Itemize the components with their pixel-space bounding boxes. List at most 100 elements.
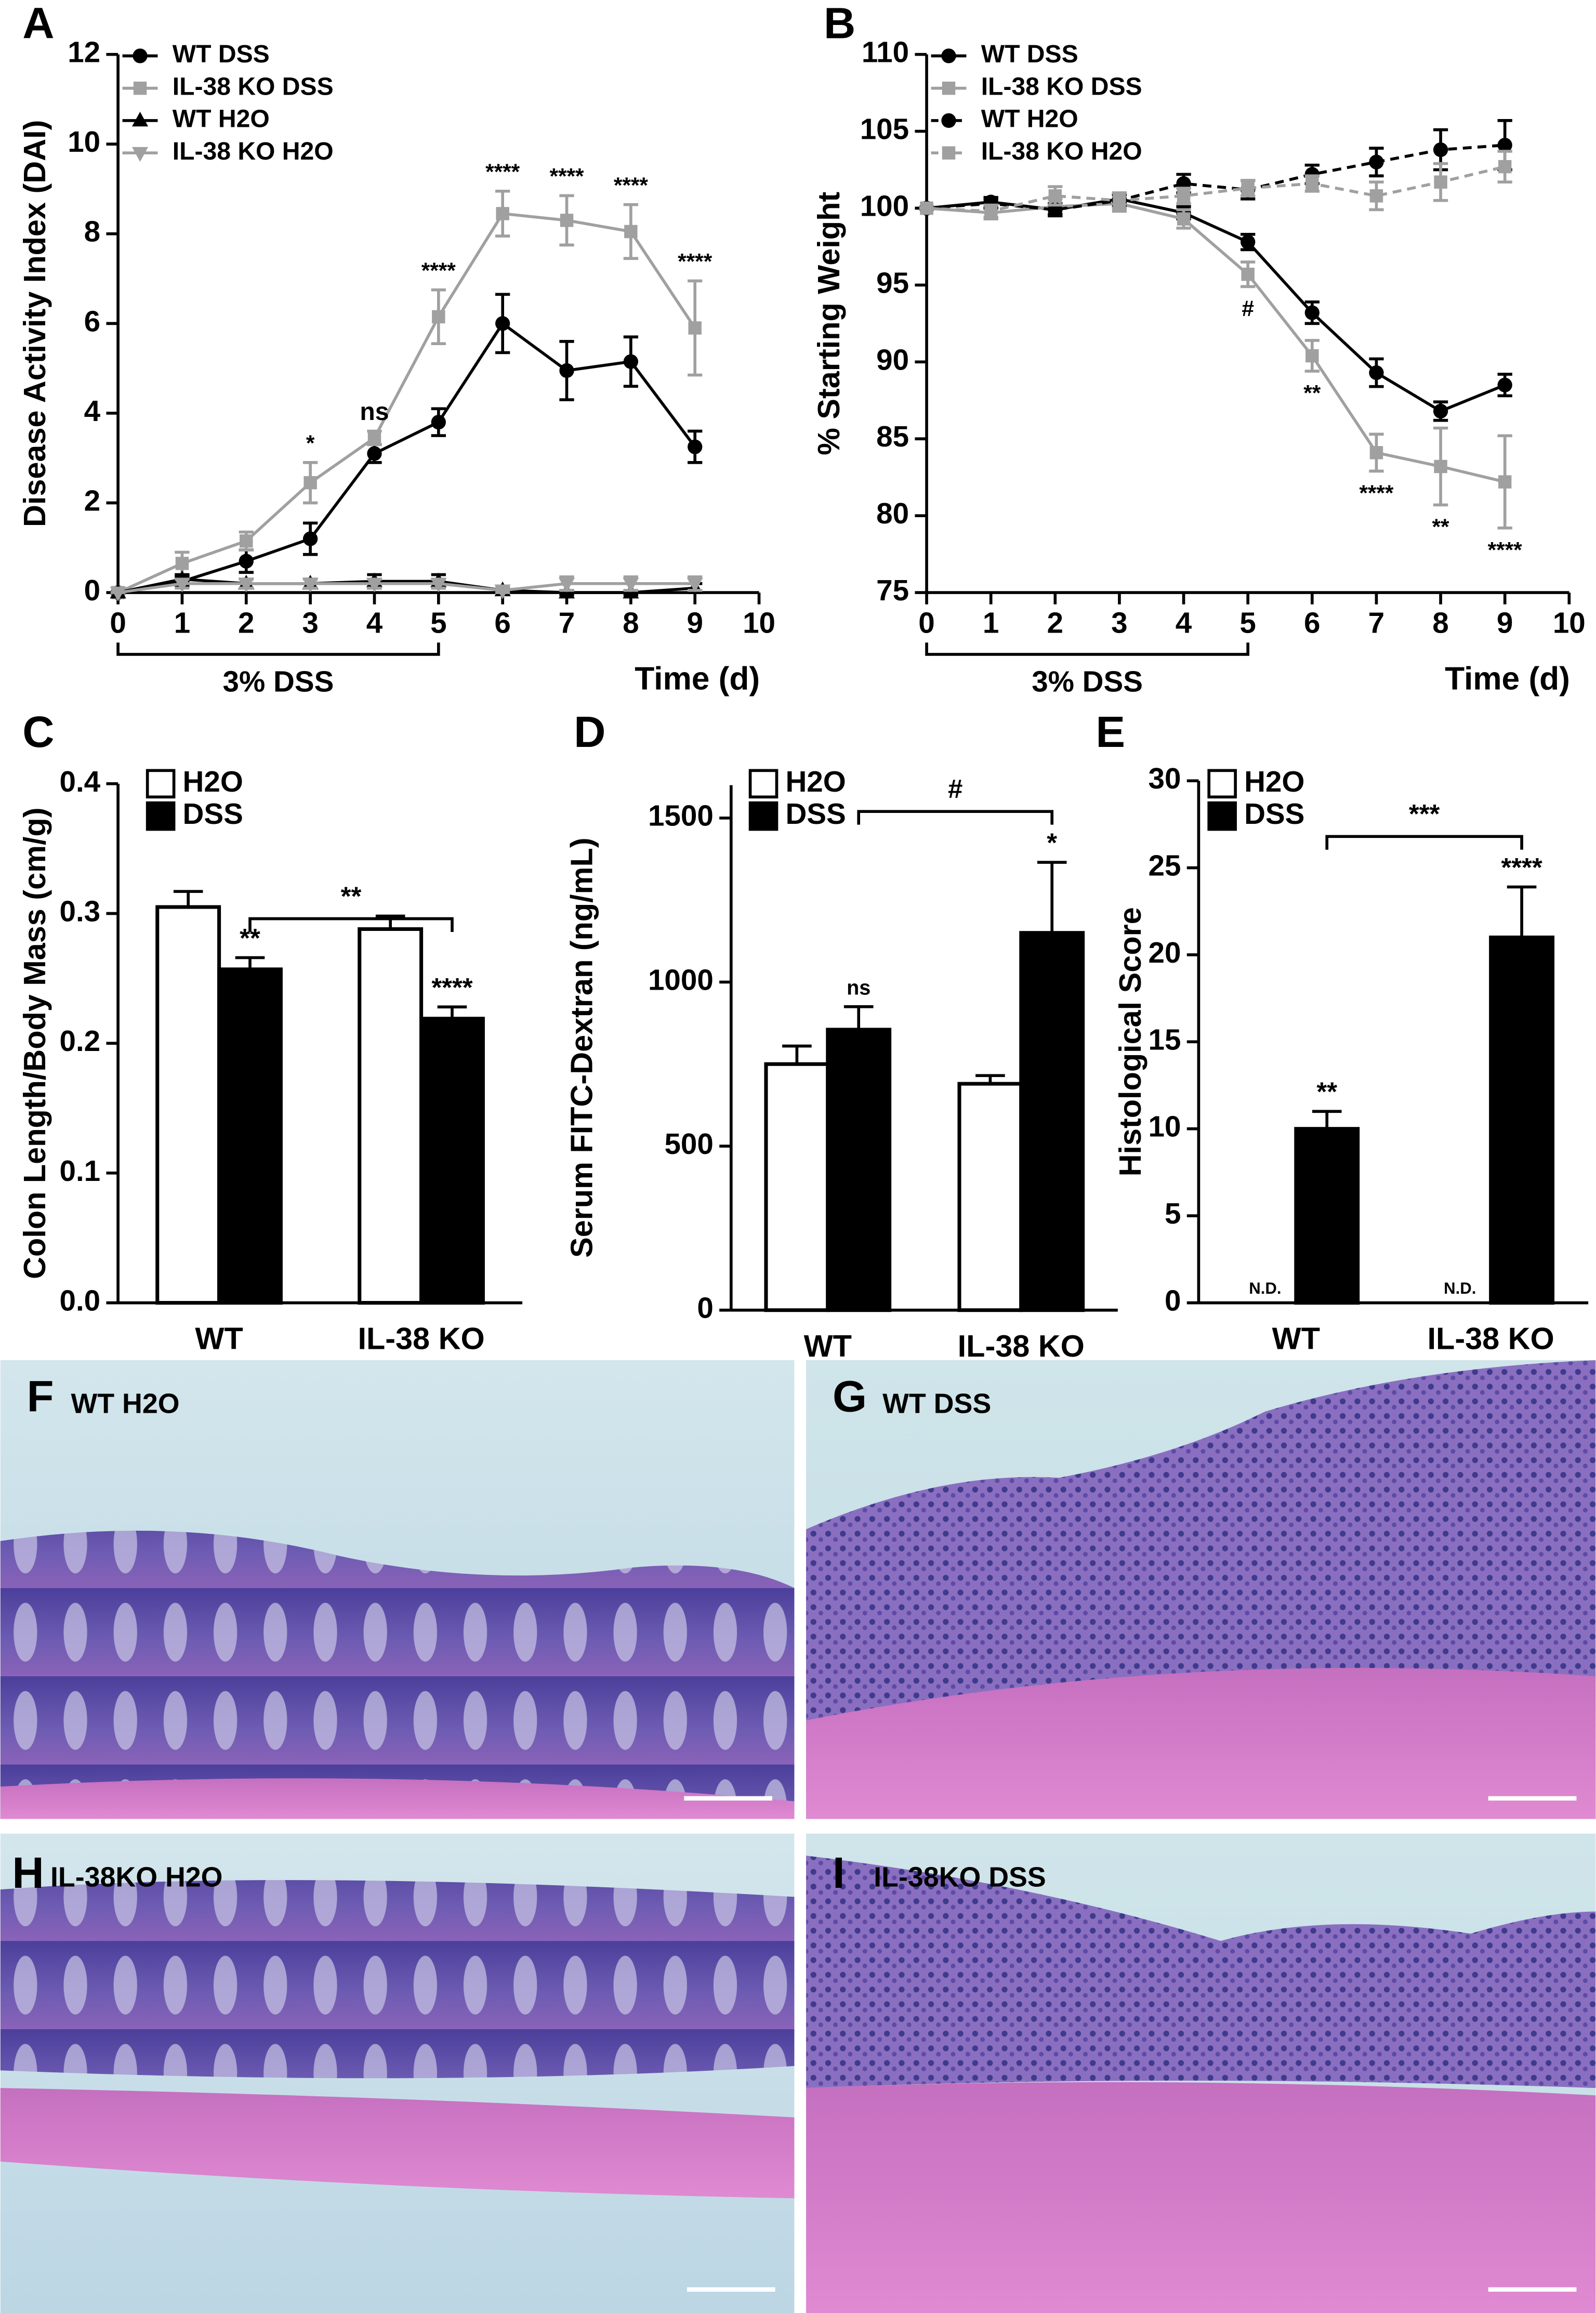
comparison-bracket — [1325, 835, 1523, 850]
data-point — [367, 431, 381, 445]
y-tick-label: 2 — [84, 484, 100, 517]
data-point — [432, 310, 445, 324]
significance-label: **** — [1359, 481, 1394, 505]
tissue-muscle — [0, 2088, 795, 2199]
data-point — [1497, 138, 1512, 153]
data-point — [304, 476, 317, 490]
y-tick-label: 0.3 — [60, 895, 101, 927]
panel-letter: B — [824, 0, 855, 47]
significance-label: **** — [678, 249, 713, 274]
y-axis-label: % Starting Weight — [811, 192, 846, 455]
data-point — [941, 48, 956, 63]
value-label: N.D. — [1249, 1279, 1281, 1297]
significance-label: # — [1242, 296, 1254, 321]
bar — [217, 967, 283, 1305]
data-point — [1177, 189, 1191, 203]
legend-swatch — [146, 769, 176, 799]
legend-label: DSS — [1244, 797, 1304, 830]
x-tick-label: WT — [804, 1329, 852, 1363]
tissue — [806, 1856, 1596, 2088]
data-point — [430, 577, 447, 593]
series-line — [117, 321, 696, 594]
significance-label: **** — [485, 160, 520, 184]
significance-label: **** — [1488, 537, 1523, 562]
x-tick-label: 5 — [430, 606, 446, 639]
data-point — [1369, 446, 1383, 459]
panel-letter: I — [833, 1848, 845, 1897]
x-tick-label: 8 — [623, 606, 639, 639]
y-tick-label: 5 — [1165, 1197, 1181, 1230]
comparison-label: # — [948, 774, 962, 804]
series-line — [117, 582, 695, 594]
x-tick-label: 0 — [918, 606, 934, 639]
data-point — [1434, 175, 1447, 189]
x-axis-label: Time (d) — [1445, 661, 1570, 696]
significance-label: ns — [847, 976, 870, 999]
data-point — [110, 586, 126, 602]
data-point — [1048, 189, 1062, 203]
series-line — [926, 143, 1505, 212]
error-bar — [437, 1005, 467, 1019]
data-point — [131, 147, 149, 162]
y-tick-label: 0.1 — [60, 1154, 101, 1187]
data-point — [302, 577, 319, 593]
image-label: IL-38KO DSS — [874, 1862, 1046, 1893]
y-tick-label: 95 — [876, 266, 909, 299]
x-tick-label: 9 — [1497, 606, 1513, 639]
y-tick-label: 85 — [876, 420, 909, 453]
panel-letter: C — [22, 707, 54, 756]
tissue-muscle — [806, 2082, 1596, 2313]
treatment-bracket — [925, 642, 1249, 656]
y-tick-label: 500 — [664, 1127, 713, 1160]
y-tick-label: 0 — [697, 1292, 713, 1324]
data-point — [942, 82, 956, 95]
significance-label: **** — [431, 972, 472, 1002]
data-point — [624, 225, 638, 239]
legend-label: H2O — [785, 765, 846, 798]
y-tick-label: 30 — [1149, 762, 1181, 795]
data-point — [559, 363, 574, 378]
legend-label: DSS — [183, 797, 243, 830]
image-panel: G WT DSS — [806, 1360, 1596, 1819]
x-tick-label: 10 — [743, 606, 775, 639]
x-tick-label: 4 — [1176, 606, 1192, 639]
data-point — [133, 48, 148, 63]
comparison-label: *** — [1409, 799, 1440, 829]
y-tick-label: 90 — [876, 343, 909, 376]
x-tick-label: IL-38 KO — [958, 1329, 1085, 1363]
treatment-bracket — [116, 642, 440, 656]
data-point — [240, 534, 253, 548]
image-panel: F WT H2O — [0, 1360, 795, 1819]
legend-swatch — [748, 769, 779, 799]
data-point — [688, 321, 702, 335]
data-point — [1305, 349, 1319, 363]
x-tick-label: 6 — [1304, 606, 1320, 639]
data-point — [1305, 177, 1319, 190]
legend-swatch — [1207, 769, 1237, 799]
y-tick-label: 0.4 — [60, 765, 101, 798]
significance-label: **** — [614, 173, 649, 198]
panel-letter: G — [833, 1372, 867, 1421]
legend-swatch — [1207, 801, 1237, 831]
legend-label: WT H2O — [981, 105, 1078, 133]
data-point — [1241, 234, 1256, 249]
bar — [1294, 1127, 1360, 1305]
data-point — [1369, 189, 1383, 203]
tissue — [0, 1530, 795, 1819]
error-bar — [173, 890, 203, 908]
y-axis-label: Serum FITC-Dextran (ng/mL) — [564, 837, 599, 1257]
comparison-bracket — [248, 917, 454, 932]
comparison-bracket — [857, 810, 1054, 825]
panel-letter: F — [27, 1372, 54, 1421]
value-label: N.D. — [1444, 1279, 1476, 1297]
image-panel: H IL-38KO H2O — [0, 1833, 795, 2313]
significance-label: * — [1047, 828, 1057, 858]
data-point — [1497, 377, 1512, 392]
significance-label: ns — [360, 398, 389, 426]
x-tick-label: 3 — [302, 606, 318, 639]
y-tick-label: 20 — [1149, 936, 1181, 969]
data-point — [1177, 212, 1191, 226]
y-tick-label: 25 — [1149, 849, 1181, 882]
y-tick-label: 110 — [862, 36, 909, 69]
